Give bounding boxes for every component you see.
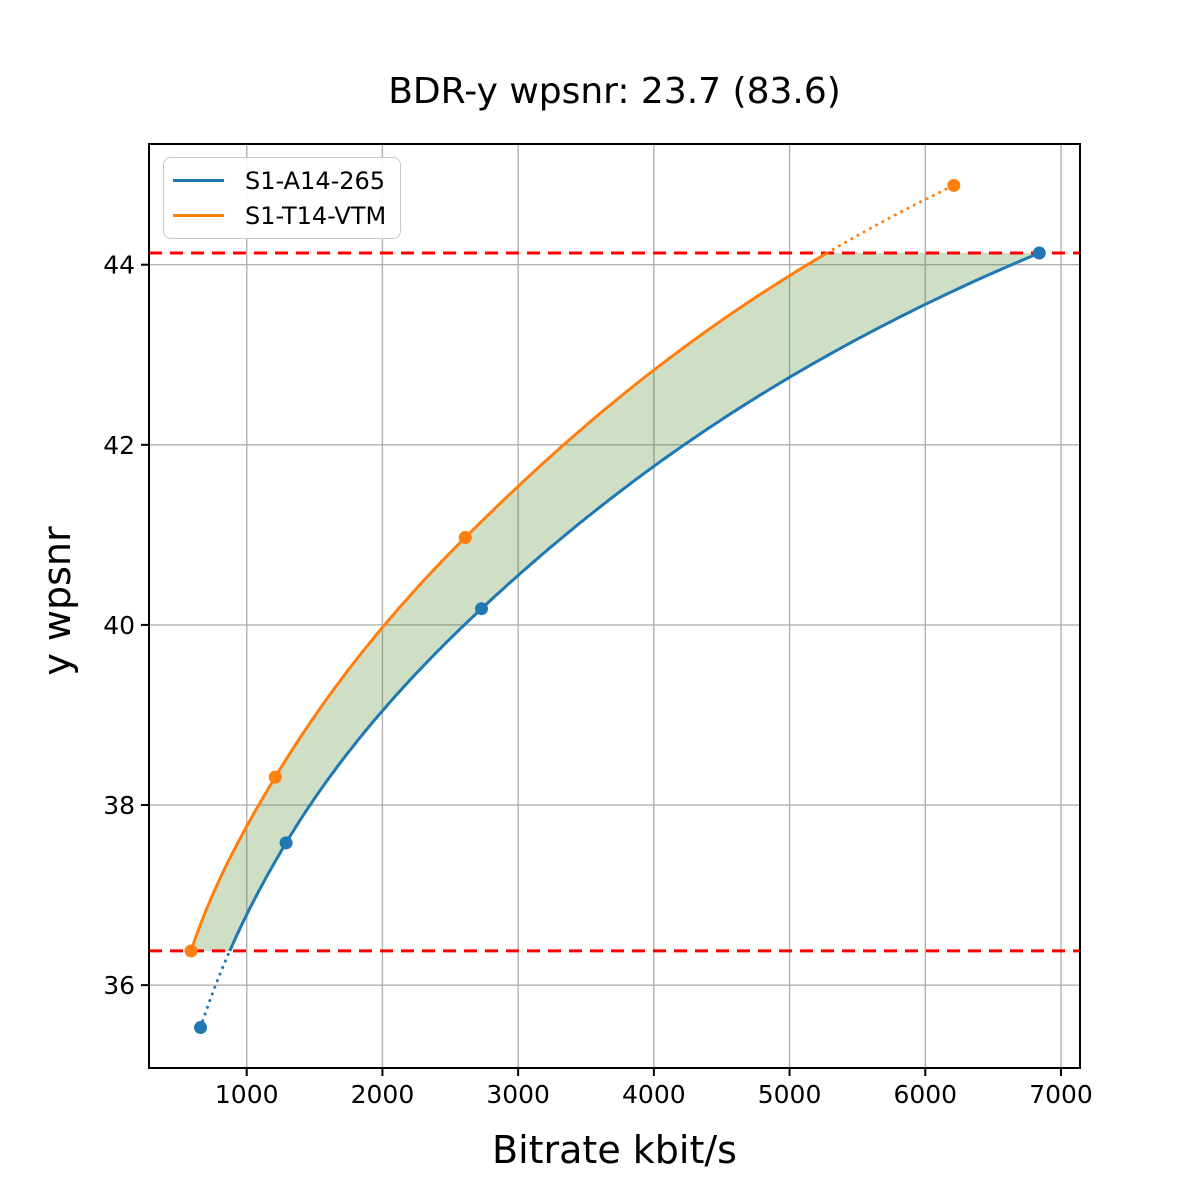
x-tick-label: 2000 <box>351 1080 415 1109</box>
series-dotted-extension <box>199 949 232 1029</box>
y-tick-label: 42 <box>103 431 135 460</box>
data-point-marker <box>268 770 282 784</box>
y-tick-label: 36 <box>103 971 135 1000</box>
data-point-marker <box>1032 246 1046 260</box>
legend-line-swatch-blue <box>173 179 224 182</box>
legend-entry: S1-A14-265 <box>173 163 386 198</box>
series-curve <box>228 251 1040 952</box>
x-tick-label: 6000 <box>893 1080 957 1109</box>
x-tick-label: 7000 <box>1029 1080 1093 1109</box>
data-point-marker <box>947 178 961 192</box>
series-curve <box>189 251 828 952</box>
y-axis-label: y wpsnr <box>35 526 79 676</box>
legend-label: S1-A14-265 <box>245 166 386 195</box>
data-point-marker <box>475 602 488 616</box>
data-point-marker <box>279 836 293 850</box>
legend-entry: S1-T14-VTM <box>173 198 386 233</box>
x-tick-label: 5000 <box>758 1080 822 1109</box>
chart-title: BDR-y wpsnr: 23.7 (83.6) <box>388 71 841 112</box>
x-tick-label: 4000 <box>622 1080 686 1109</box>
y-tick-label: 38 <box>103 791 135 820</box>
axes-border <box>148 143 1081 1069</box>
legend-line-swatch-orange <box>173 214 224 217</box>
data-point-marker <box>184 944 198 958</box>
legend: S1-A14-265 S1-T14-VTM <box>163 157 402 239</box>
legend-label: S1-T14-VTM <box>245 201 387 230</box>
data-point-marker <box>458 531 472 545</box>
y-tick-label: 40 <box>103 611 135 640</box>
x-tick-label: 3000 <box>486 1080 550 1109</box>
data-point-marker <box>194 1020 208 1034</box>
y-tick-label: 44 <box>103 251 135 280</box>
bd-shaded-area <box>191 253 1040 951</box>
x-tick-label: 1000 <box>215 1080 279 1109</box>
x-axis-label: Bitrate kbit/s <box>492 1128 737 1172</box>
series-dotted-extension <box>825 183 956 255</box>
